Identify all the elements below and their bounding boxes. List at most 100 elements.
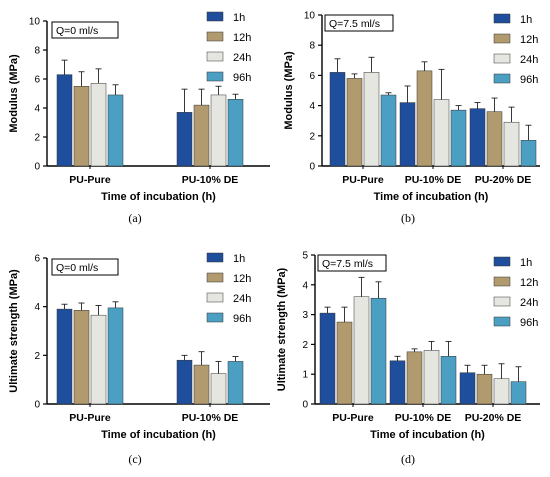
y-tick-label: 3 xyxy=(302,310,308,321)
legend-swatch-12h xyxy=(206,31,224,42)
bar-1h xyxy=(319,312,336,405)
y-tick-label: 4 xyxy=(309,101,315,112)
x-tick-label: PU-10% DE xyxy=(182,412,239,424)
flow-rate-box xyxy=(324,14,394,32)
bar-12h xyxy=(193,364,210,405)
legend-swatch-96h xyxy=(493,73,511,84)
y-tick-label: 0 xyxy=(302,400,308,411)
chart-panel-a: 0 2 4 6 8 10 Modulus (MPa) PU-Pure PU-10% DE Time… xyxy=(8,11,270,225)
y-tick-label: 10 xyxy=(304,11,316,22)
y-tick-label: 4 xyxy=(34,104,40,115)
bar-24h xyxy=(90,314,107,405)
bar-24h xyxy=(210,94,227,167)
flow-rate-label: Q=7.5 ml/s xyxy=(329,18,380,30)
bar-1h xyxy=(56,74,73,167)
legend-label-1h: 1h xyxy=(233,12,245,24)
legend-label-1h: 1h xyxy=(520,14,532,26)
bar-1h xyxy=(399,102,416,167)
bar-12h xyxy=(486,111,503,167)
y-axis-title: Ultimate strength (MPa) xyxy=(276,267,288,391)
y-tick-label: 2 xyxy=(309,131,315,142)
x-tick-label: PU-10% DE xyxy=(405,174,462,186)
panel-caption: (a) xyxy=(128,211,141,225)
legend-label-24h: 24h xyxy=(233,293,251,305)
y-tick-label: 6 xyxy=(34,254,40,265)
legend-label-12h: 12h xyxy=(520,34,538,46)
bar-96h xyxy=(440,356,457,405)
legend-swatch-1h xyxy=(493,13,511,24)
flow-rate-label: Q=7.5 ml/s xyxy=(322,258,373,270)
legend-swatch-1h xyxy=(493,256,511,267)
y-tick-label: 4 xyxy=(302,280,308,291)
legend-label-24h: 24h xyxy=(520,54,538,66)
bar-12h xyxy=(416,70,433,167)
x-axis-title: Time of incubation (h) xyxy=(374,191,489,203)
bar-1h xyxy=(459,372,476,405)
y-tick-label: 6 xyxy=(34,75,40,86)
legend-swatch-12h xyxy=(493,276,511,287)
bar-1h xyxy=(329,72,346,167)
x-tick-label: PU-Pure xyxy=(69,412,111,424)
bar-96h xyxy=(450,109,467,167)
x-tick-label: PU-10% DE xyxy=(182,174,239,186)
bar-1h xyxy=(469,108,486,167)
bar-24h xyxy=(363,72,380,167)
bar-96h xyxy=(107,307,124,405)
panel-caption: (c) xyxy=(128,452,141,466)
bar-24h xyxy=(353,296,370,405)
panel-caption: (d) xyxy=(401,452,415,466)
x-axis-title: Time of incubation (h) xyxy=(101,191,216,203)
bar-12h xyxy=(346,78,363,167)
bar-12h xyxy=(193,104,210,167)
flow-rate-box xyxy=(317,254,387,272)
legend-label-12h: 12h xyxy=(233,32,251,44)
x-axis-title: Time of incubation (h) xyxy=(101,429,216,441)
y-tick-label: 2 xyxy=(34,351,40,362)
bar-12h xyxy=(336,321,353,405)
bar-96h xyxy=(227,361,244,405)
y-tick-label: 5 xyxy=(302,251,308,262)
legend-label-1h: 1h xyxy=(520,257,532,269)
legend-label-24h: 24h xyxy=(233,52,251,64)
legend-swatch-24h xyxy=(206,292,224,303)
x-tick-label: PU-Pure xyxy=(332,412,374,424)
y-tick-label: 6 xyxy=(309,71,315,82)
y-tick-label: 8 xyxy=(309,41,315,52)
legend-label-96h: 96h xyxy=(233,72,251,84)
legend-label-12h: 12h xyxy=(233,273,251,285)
x-tick-label: PU-Pure xyxy=(342,174,384,186)
flow-rate-label: Q=0 ml/s xyxy=(56,25,98,37)
y-tick-label: 8 xyxy=(34,46,40,57)
legend-swatch-24h xyxy=(206,51,224,62)
legend-swatch-24h xyxy=(493,296,511,307)
y-axis-title: Ultimate strength (MPa) xyxy=(8,269,20,393)
bar-24h xyxy=(433,99,450,167)
legend-label-96h: 96h xyxy=(520,74,538,86)
bar-96h xyxy=(107,94,124,167)
bar-96h xyxy=(370,297,387,405)
bar-12h xyxy=(73,86,90,167)
legend-swatch-1h xyxy=(206,252,224,263)
legend-label-96h: 96h xyxy=(520,317,538,329)
flow-rate-box xyxy=(51,21,119,39)
legend-label-24h: 24h xyxy=(520,297,538,309)
bar-24h xyxy=(493,378,510,405)
panel-caption: (b) xyxy=(401,211,415,225)
bar-1h xyxy=(56,308,73,405)
legend-swatch-1h xyxy=(206,11,224,22)
flow-rate-label: Q=0 ml/s xyxy=(56,262,98,274)
chart-panel-c: 0 2 4 6 Ultimate strength (MPa) PU-Pure PU-10%… xyxy=(8,252,270,466)
legend-swatch-96h xyxy=(493,316,511,327)
legend-label-1h: 1h xyxy=(233,253,245,265)
legend-swatch-96h xyxy=(206,71,224,82)
legend-swatch-12h xyxy=(493,33,511,44)
bar-96h xyxy=(380,94,397,167)
bar-12h xyxy=(73,310,90,405)
y-tick-label: 0 xyxy=(34,162,40,173)
bar-96h xyxy=(510,381,527,405)
bar-24h xyxy=(210,373,227,405)
y-tick-label: 2 xyxy=(302,340,308,351)
legend-label-96h: 96h xyxy=(233,313,251,325)
y-tick-label: 10 xyxy=(29,17,41,28)
